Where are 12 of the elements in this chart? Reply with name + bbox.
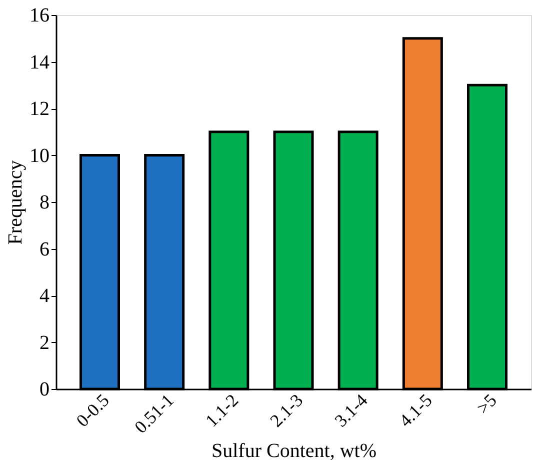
y-tick-label: 0 [40,378,50,400]
y-tick-label: 10 [30,144,50,167]
y-axis-title: Frequency [4,160,26,245]
y-tick-label: 2 [40,332,50,354]
x-axis-title: Sulfur Content, wt% [212,440,376,462]
y-tick-label: 4 [40,285,50,307]
y-tick-label: 8 [40,192,50,214]
y-tick-label: 6 [40,238,50,260]
y-tick-label: 12 [30,98,50,120]
y-tick-label: 14 [30,51,50,74]
x-tick-label: >5 [472,390,500,418]
y-tick-label: 16 [30,4,50,26]
